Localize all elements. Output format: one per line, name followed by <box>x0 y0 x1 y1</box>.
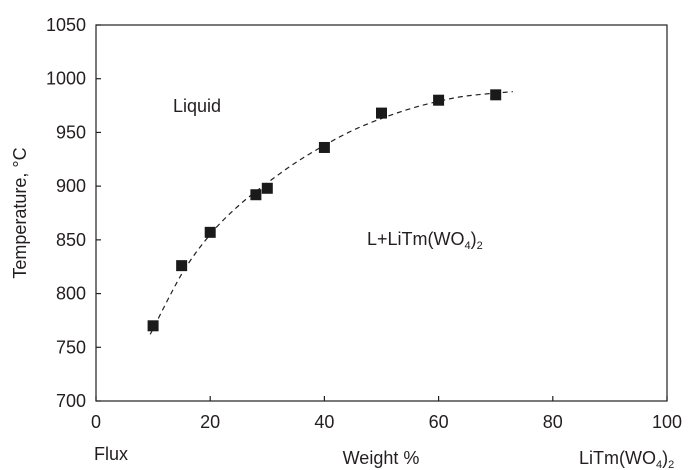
data-points <box>147 89 502 332</box>
annotation-liquid: Liquid <box>173 96 221 116</box>
y-tick-label: 900 <box>56 176 86 196</box>
data-point <box>176 260 188 272</box>
data-point <box>204 226 216 238</box>
x-tick-label: 40 <box>314 412 334 432</box>
y-tick-label: 1050 <box>46 15 86 35</box>
y-axis: 700 750 800 850 900 950 1000 1050 <box>46 15 101 411</box>
fit-curve <box>149 91 513 335</box>
x-axis: 0 20 40 60 80 100 <box>91 396 682 432</box>
region-tail: ) <box>471 229 477 249</box>
plot-frame <box>95 24 668 402</box>
y-tick-label: 800 <box>56 284 86 304</box>
data-point <box>318 141 330 153</box>
annotation-two-phase-region: L+LiTm(WO4)2 <box>367 229 483 252</box>
region-sub2: 2 <box>477 240 483 252</box>
x-tick-label: 0 <box>91 412 101 432</box>
x-tick-label: 20 <box>200 412 220 432</box>
fit-curve-layer <box>149 91 513 335</box>
y-tick-label: 950 <box>56 122 86 142</box>
compound-tail: ) <box>662 448 668 468</box>
data-point <box>490 89 502 101</box>
x-axis-label: Weight % <box>343 448 420 468</box>
x-end-label-compound: LiTm(WO4)2 <box>579 448 674 470</box>
data-point <box>376 107 387 119</box>
x-tick-label: 80 <box>543 412 563 432</box>
x-end-label-flux: Flux <box>94 444 128 464</box>
y-tick-label: 850 <box>56 230 86 250</box>
y-tick-label: 700 <box>56 391 86 411</box>
data-point <box>250 189 262 201</box>
y-axis-label: Temperature, °C <box>10 147 30 278</box>
data-point <box>147 320 159 332</box>
x-tick-label: 100 <box>652 412 682 432</box>
compound-sub2: 2 <box>668 459 674 470</box>
y-tick-label: 1000 <box>46 69 86 89</box>
data-point <box>261 182 273 194</box>
compound-sub: 4 <box>656 459 662 470</box>
region-main: L+LiTm(WO <box>367 229 465 249</box>
x-tick-label: 60 <box>429 412 449 432</box>
compound-main: LiTm(WO <box>579 448 656 468</box>
data-point <box>433 94 445 106</box>
region-sub: 4 <box>465 240 471 252</box>
y-tick-label: 750 <box>56 337 86 357</box>
